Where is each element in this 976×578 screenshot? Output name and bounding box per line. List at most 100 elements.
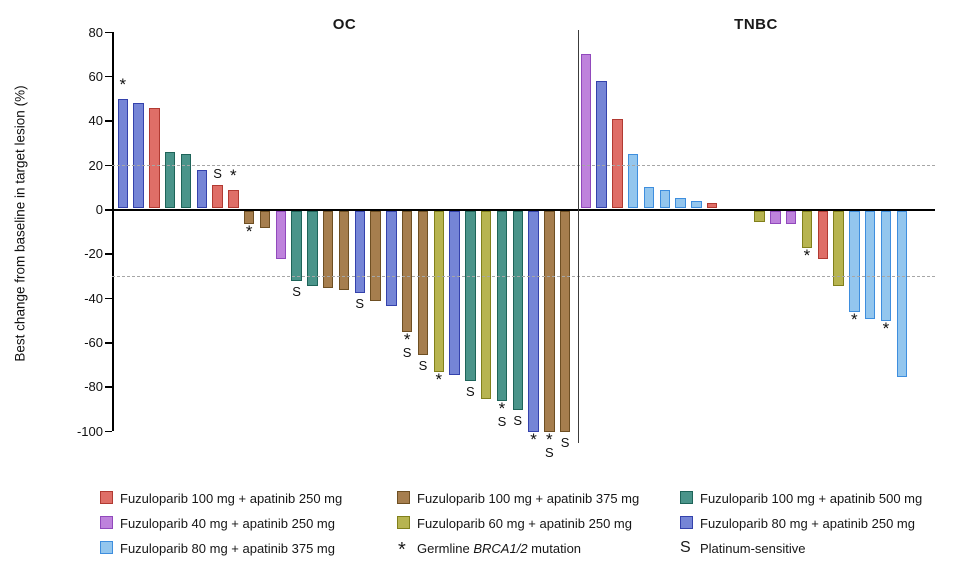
bar	[817, 210, 828, 260]
bar	[465, 210, 476, 382]
bar	[627, 154, 639, 209]
bar	[480, 210, 492, 399]
bar	[449, 210, 460, 375]
y-axis-tick	[105, 75, 112, 78]
brca-mutation-mark: *	[119, 74, 127, 94]
platinum-sensitive-symbol: S	[680, 539, 691, 556]
bar	[275, 210, 286, 260]
olive-swatch	[397, 516, 410, 529]
legend-label: Fuzuloparib 100 mg + apatinib 375 mg	[417, 491, 640, 506]
bar	[754, 210, 765, 222]
y-axis-tick	[105, 342, 112, 344]
bar	[196, 169, 207, 209]
purple-swatch	[100, 516, 113, 529]
panel-divider	[577, 30, 579, 444]
bar	[612, 118, 623, 209]
legend-label: Fuzuloparib 80 mg + apatinib 250 mg	[700, 516, 915, 531]
brca-mutation-mark: *	[435, 370, 443, 390]
bar	[180, 154, 192, 209]
bar	[291, 210, 302, 282]
bar	[228, 189, 239, 209]
platinum-sensitive-mark: S	[213, 166, 222, 182]
platinum-sensitive-mark: S	[292, 284, 301, 300]
y-axis-tick	[105, 430, 112, 433]
brca-mutation-mark: *	[803, 246, 811, 266]
brown-swatch	[397, 491, 410, 504]
brca-mutation-symbol: *	[398, 539, 406, 561]
bar	[864, 210, 876, 320]
brca-mutation-mark: *	[245, 221, 253, 241]
bar	[643, 187, 655, 209]
bar	[785, 210, 797, 224]
y-axis-tick-label: -80	[84, 379, 103, 395]
legend-label: Platinum-sensitive	[700, 541, 806, 556]
brca-mutation-mark: *	[851, 310, 858, 330]
bar	[433, 210, 444, 373]
bar	[512, 210, 523, 410]
bar	[528, 210, 539, 433]
platinum-sensitive-mark: S	[545, 445, 554, 461]
platinum-sensitive-mark: S	[497, 414, 507, 430]
bar	[544, 210, 555, 433]
bar	[370, 210, 381, 302]
legend-label: Fuzuloparib 40 mg + apatinib 250 mg	[120, 516, 335, 531]
bar	[496, 210, 508, 402]
bar	[880, 210, 892, 322]
red-swatch	[100, 491, 113, 504]
bar	[706, 202, 718, 209]
x-axis-baseline	[112, 208, 935, 211]
y-axis-tick-label: -20	[84, 246, 103, 262]
y-axis-tick-label: 80	[88, 24, 103, 40]
bar	[133, 103, 144, 209]
legend-label: Fuzuloparib 60 mg + apatinib 250 mg	[417, 516, 632, 531]
blue-swatch	[680, 516, 693, 529]
bar	[322, 210, 334, 289]
bar	[354, 210, 365, 293]
legend-label: Fuzuloparib 100 mg + apatinib 500 mg	[700, 491, 923, 506]
legend-label: Germline BRCA1/2 mutation	[417, 541, 582, 556]
bar	[849, 210, 860, 313]
bar	[896, 210, 907, 377]
y-axis-tick	[105, 253, 112, 255]
y-axis-tick-label: 0	[95, 202, 103, 217]
bar	[833, 210, 844, 286]
y-axis-tick	[105, 120, 112, 122]
bar	[691, 200, 702, 209]
bar	[659, 189, 670, 209]
y-axis-tick-label: -60	[84, 335, 103, 350]
platinum-sensitive-mark: S	[418, 357, 428, 373]
brca-mutation-mark: *	[546, 430, 553, 450]
bar	[307, 210, 318, 286]
bar	[338, 210, 350, 291]
lightblue-swatch	[100, 541, 113, 554]
bar	[386, 210, 397, 306]
y-axis-tick	[105, 297, 112, 300]
bar	[243, 210, 255, 224]
bar	[212, 185, 223, 209]
y-axis-tick	[105, 386, 112, 388]
threshold-line	[112, 276, 935, 277]
legend-label: Fuzuloparib 100 mg + apatinib 250 mg	[120, 491, 343, 506]
y-axis-tick	[105, 31, 112, 34]
brca-mutation-mark: *	[530, 430, 537, 450]
y-axis-tick-label: -40	[84, 290, 103, 306]
threshold-line	[112, 165, 935, 167]
bar	[259, 210, 271, 229]
y-axis-title: Best change from baseline in target lesi…	[12, 85, 28, 362]
y-axis-tick	[105, 209, 112, 211]
brca-mutation-mark: *	[498, 399, 506, 419]
platinum-sensitive-mark: S	[560, 435, 570, 451]
bar	[417, 210, 429, 355]
platinum-sensitive-mark: S	[513, 413, 523, 428]
y-axis-tick-label: 60	[88, 68, 103, 84]
bar	[580, 54, 591, 209]
y-axis-tick-label: -100	[76, 423, 103, 439]
platinum-sensitive-mark: S	[355, 295, 365, 311]
brca-mutation-mark: *	[403, 330, 411, 350]
y-axis-tick	[105, 164, 112, 167]
brca-mutation-mark: *	[882, 319, 890, 339]
legend-label: Fuzuloparib 80 mg + apatinib 375 mg	[120, 541, 335, 556]
bar	[801, 210, 813, 249]
brca-mutation-mark: *	[230, 165, 237, 185]
